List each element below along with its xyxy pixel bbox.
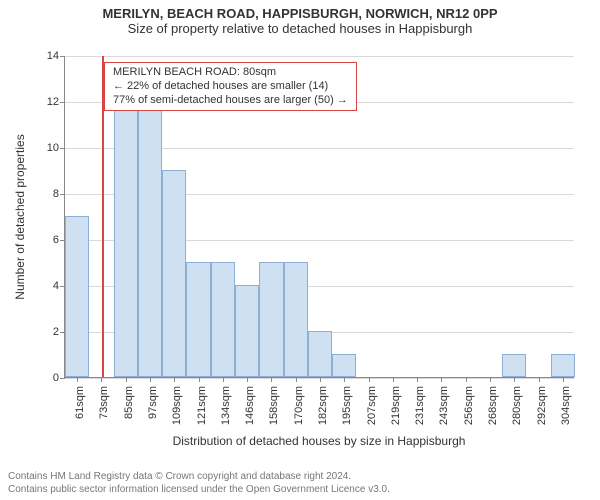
x-tick-mark	[539, 377, 540, 382]
legend-line-1: MERILYN BEACH ROAD: 80sqm	[113, 66, 348, 80]
y-axis-label: Number of detached properties	[13, 134, 27, 299]
chart-container: { "title": "MERILYN, BEACH ROAD, HAPPISB…	[0, 0, 600, 500]
bar	[284, 262, 308, 377]
x-tick-label: 134sqm	[214, 386, 232, 425]
y-tick-label: 2	[53, 326, 65, 338]
bar	[186, 262, 210, 377]
chart-title: MERILYN, BEACH ROAD, HAPPISBURGH, NORWIC…	[0, 0, 600, 21]
x-tick-label: 207sqm	[360, 386, 378, 425]
x-tick-mark	[320, 377, 321, 382]
x-tick-label: 256sqm	[457, 386, 475, 425]
y-tick-label: 10	[47, 142, 65, 154]
legend-box: MERILYN BEACH ROAD: 80sqm ← 22% of detac…	[104, 62, 357, 111]
x-tick-label: 158sqm	[262, 386, 280, 425]
x-tick-label: 170sqm	[287, 386, 305, 425]
x-tick-label: 292sqm	[530, 386, 548, 425]
bar	[259, 262, 283, 377]
x-tick-label: 182sqm	[311, 386, 329, 425]
x-tick-label: 121sqm	[190, 386, 208, 425]
x-tick-mark	[344, 377, 345, 382]
bar	[332, 354, 356, 377]
x-tick-mark	[417, 377, 418, 382]
x-tick-mark	[101, 377, 102, 382]
x-tick-mark	[77, 377, 78, 382]
x-tick-label: 243sqm	[432, 386, 450, 425]
x-axis-label: Distribution of detached houses by size …	[173, 434, 466, 448]
x-tick-label: 231sqm	[408, 386, 426, 425]
y-tick-label: 6	[53, 234, 65, 246]
chart-subtitle: Size of property relative to detached ho…	[0, 21, 600, 36]
bar	[114, 78, 138, 377]
x-tick-mark	[466, 377, 467, 382]
x-tick-mark	[174, 377, 175, 382]
x-tick-label: 146sqm	[238, 386, 256, 425]
x-tick-label: 61sqm	[68, 386, 86, 419]
x-tick-mark	[199, 377, 200, 382]
x-tick-mark	[393, 377, 394, 382]
bar	[308, 331, 332, 377]
footer-line-1: Contains HM Land Registry data © Crown c…	[8, 471, 390, 484]
x-tick-label: 85sqm	[117, 386, 135, 419]
footer: Contains HM Land Registry data © Crown c…	[8, 471, 390, 496]
x-tick-mark	[150, 377, 151, 382]
x-tick-mark	[514, 377, 515, 382]
x-tick-label: 109sqm	[165, 386, 183, 425]
bar	[138, 101, 162, 377]
x-tick-label: 97sqm	[141, 386, 159, 419]
y-tick-label: 4	[53, 280, 65, 292]
bar	[502, 354, 526, 377]
y-tick-label: 0	[53, 372, 65, 384]
x-tick-mark	[369, 377, 370, 382]
bar	[162, 170, 186, 377]
x-tick-mark	[271, 377, 272, 382]
footer-line-2: Contains public sector information licen…	[8, 484, 390, 497]
legend-line-2: ← 22% of detached houses are smaller (14…	[113, 80, 348, 94]
gridline	[65, 56, 574, 57]
y-tick-label: 12	[47, 96, 65, 108]
x-tick-mark	[247, 377, 248, 382]
bar	[211, 262, 235, 377]
x-tick-label: 219sqm	[384, 386, 402, 425]
bar	[65, 216, 89, 377]
bar	[551, 354, 575, 377]
x-tick-label: 195sqm	[335, 386, 353, 425]
x-tick-mark	[126, 377, 127, 382]
x-tick-mark	[441, 377, 442, 382]
y-tick-label: 8	[53, 188, 65, 200]
x-tick-label: 73sqm	[92, 386, 110, 419]
x-tick-mark	[296, 377, 297, 382]
x-tick-label: 280sqm	[505, 386, 523, 425]
x-tick-mark	[563, 377, 564, 382]
x-tick-mark	[223, 377, 224, 382]
x-tick-label: 268sqm	[481, 386, 499, 425]
legend-line-3: 77% of semi-detached houses are larger (…	[113, 94, 348, 108]
x-tick-label: 304sqm	[554, 386, 572, 425]
x-tick-mark	[490, 377, 491, 382]
y-tick-label: 14	[47, 50, 65, 62]
bar	[235, 285, 259, 377]
